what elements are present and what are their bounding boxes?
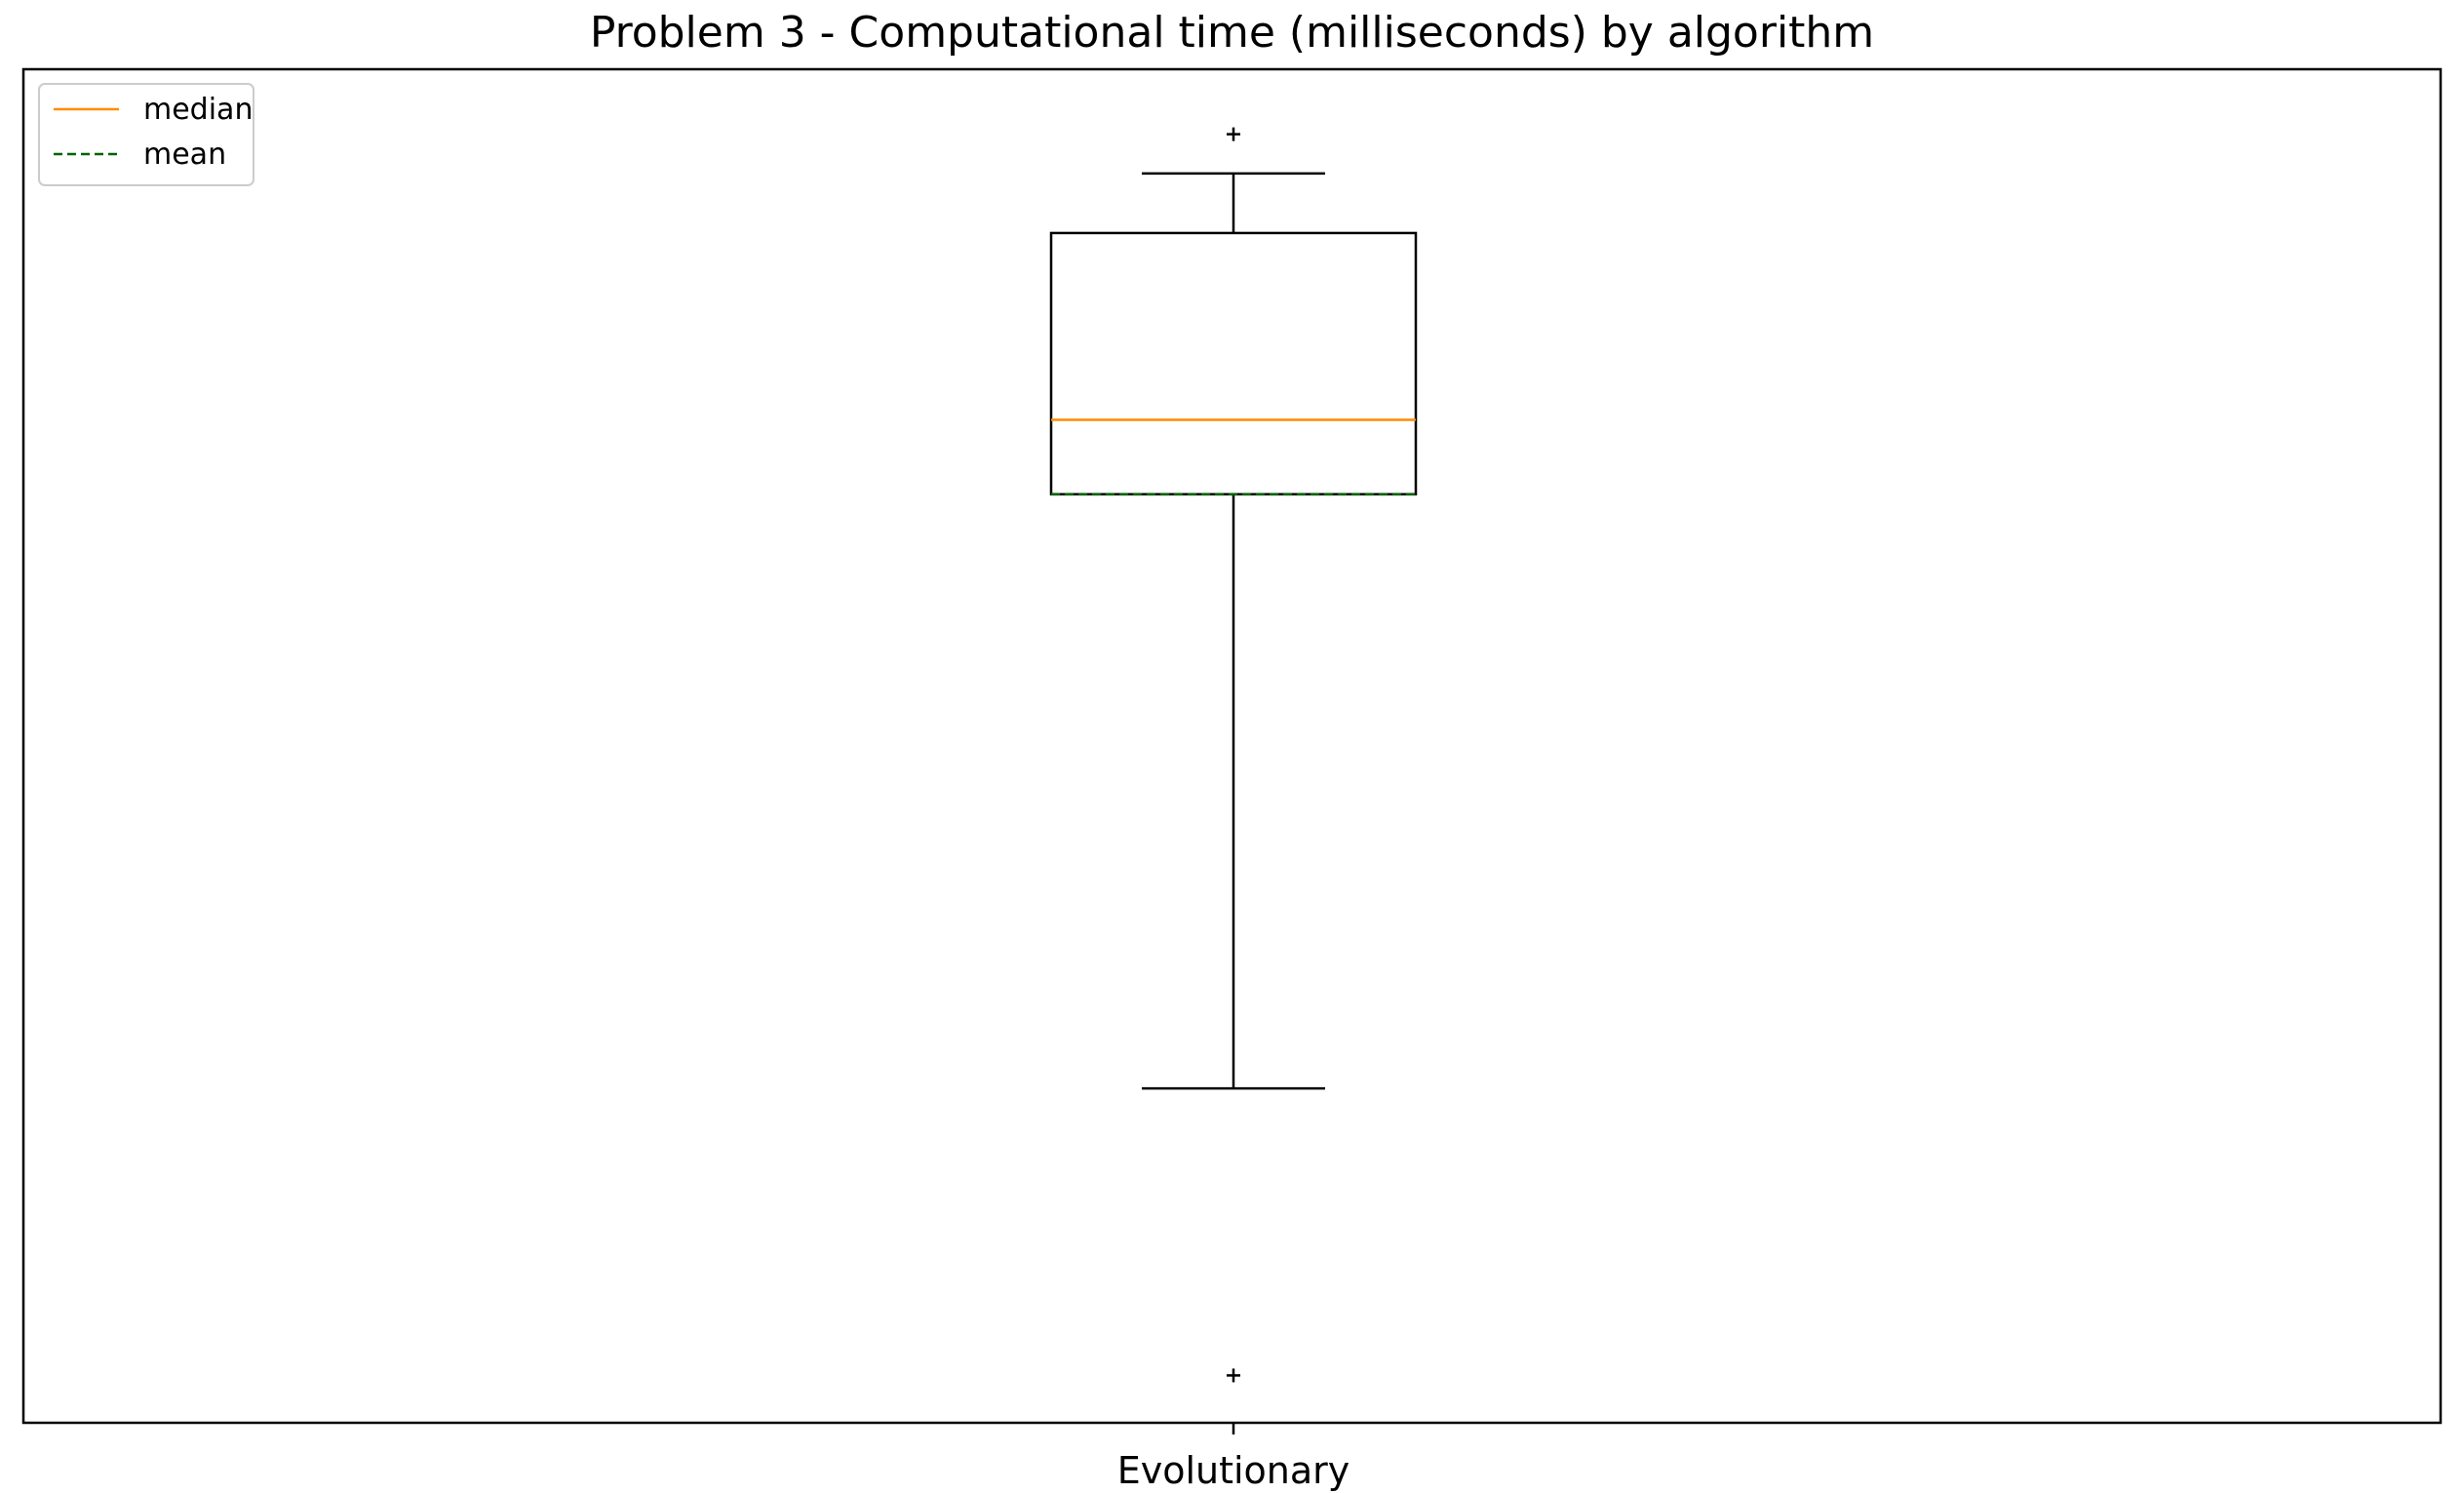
legend-mean-label: mean: [143, 138, 226, 172]
iqr-box: [1049, 231, 1418, 496]
legend: median mean: [38, 83, 254, 186]
x-tick-label: Evolutionary: [1117, 1449, 1350, 1492]
chart-title: Problem 3 - Computational time (millisec…: [589, 8, 1875, 58]
plot-area-frame: [21, 67, 2443, 1425]
legend-median-label: median: [143, 93, 253, 127]
